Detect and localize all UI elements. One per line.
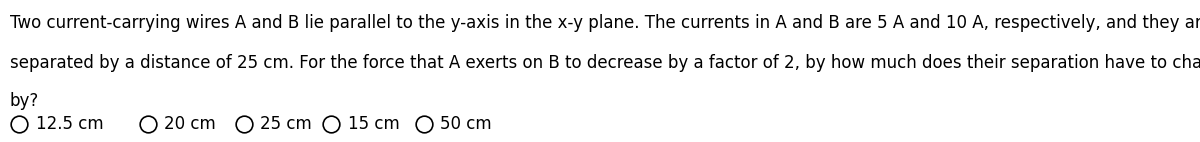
Text: by?: by? xyxy=(10,92,38,110)
Text: separated by a distance of 25 cm. For the force that A exerts on B to decrease b: separated by a distance of 25 cm. For th… xyxy=(10,54,1200,72)
Text: 20 cm: 20 cm xyxy=(164,115,216,132)
Text: 12.5 cm: 12.5 cm xyxy=(36,115,103,132)
Text: 25 cm: 25 cm xyxy=(260,115,312,132)
Text: Two current-carrying wires A and B lie parallel to the y-axis in the x-y plane. : Two current-carrying wires A and B lie p… xyxy=(10,14,1200,32)
Text: 15 cm: 15 cm xyxy=(348,115,400,132)
Text: 50 cm: 50 cm xyxy=(440,115,492,132)
